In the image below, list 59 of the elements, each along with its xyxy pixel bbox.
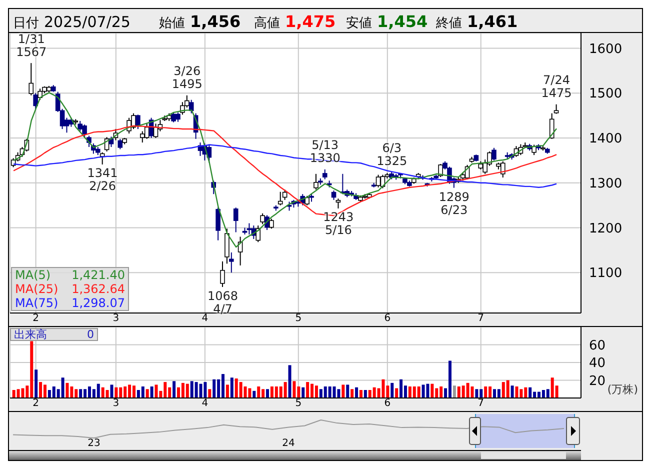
text: 始値 xyxy=(159,16,185,31)
x-tick-label: 4 xyxy=(202,313,208,324)
x-tick-label: 6 xyxy=(384,313,391,324)
x-tick-label: 4 xyxy=(202,398,208,410)
x-tick-label: 7 xyxy=(478,313,484,324)
annotation: 1495 xyxy=(170,77,204,92)
text: MA(25) xyxy=(15,282,58,296)
annotation: 1,362.64 xyxy=(72,282,125,296)
y-tick-label: 20 xyxy=(589,374,606,389)
y-tick-label: 1300 xyxy=(589,176,622,192)
annotation: 1567 xyxy=(15,45,48,60)
x-tick-label: 5 xyxy=(295,398,302,410)
x-tick-label: 2 xyxy=(32,398,39,410)
text: MA(5) xyxy=(15,268,51,282)
annotation: 4/7 xyxy=(213,302,232,316)
annotation: 3/26 xyxy=(172,64,202,78)
text: 1,475 xyxy=(285,12,336,31)
annotation: 5/16 xyxy=(324,223,353,238)
text: 1,461 xyxy=(467,12,518,31)
annotation: 1289 xyxy=(438,190,470,204)
y-tick-label: 1200 xyxy=(589,221,622,236)
annotation: 6/23 xyxy=(440,202,469,217)
annotation: 1,421.40 xyxy=(72,268,125,282)
annotation: 5/13 xyxy=(310,138,340,152)
y-tick-label: 1400 xyxy=(589,132,622,147)
annotation: 1068 xyxy=(206,288,239,303)
y-tick-label: 60 xyxy=(589,338,606,354)
x-tick-label: 24 xyxy=(282,438,295,450)
text: 日付 xyxy=(13,16,39,31)
x-tick-label: 6 xyxy=(384,398,391,410)
text: 高値 xyxy=(254,16,280,31)
annotation: 0 xyxy=(87,328,94,341)
annotation: 7/24 xyxy=(542,73,571,88)
x-tick-label: 23 xyxy=(88,438,100,450)
y-axis-title: (万株) xyxy=(607,382,638,397)
y-tick-label: 1600 xyxy=(589,42,622,57)
annotation: 6/3 xyxy=(381,140,402,155)
text: 2025/07/25 xyxy=(44,13,130,31)
annotation: 1341 xyxy=(86,166,119,180)
text: 安値 xyxy=(346,16,372,31)
text: MA(75) xyxy=(15,296,58,310)
x-tick-label: 3 xyxy=(112,313,120,324)
text: 終値 xyxy=(436,16,462,31)
y-tick-label: 1100 xyxy=(589,266,622,282)
x-tick-label: 7 xyxy=(478,398,484,410)
annotation: 1325 xyxy=(376,154,408,168)
series-label: 出来高 xyxy=(14,328,47,341)
annotation: 1475 xyxy=(540,86,573,100)
annotation: 2/26 xyxy=(88,179,118,194)
y-tick-label: 1500 xyxy=(589,86,622,102)
x-tick-label: 3 xyxy=(112,398,120,410)
annotation: 1/31 xyxy=(16,32,46,46)
x-tick-label: 2 xyxy=(32,313,39,324)
annotation: 1243 xyxy=(322,210,355,224)
x-tick-label: 5 xyxy=(295,313,302,324)
text: 1,456 xyxy=(190,12,241,31)
y-tick-label: 40 xyxy=(589,356,606,372)
annotation: 1,298.07 xyxy=(72,296,125,310)
text: 1,454 xyxy=(377,12,428,31)
